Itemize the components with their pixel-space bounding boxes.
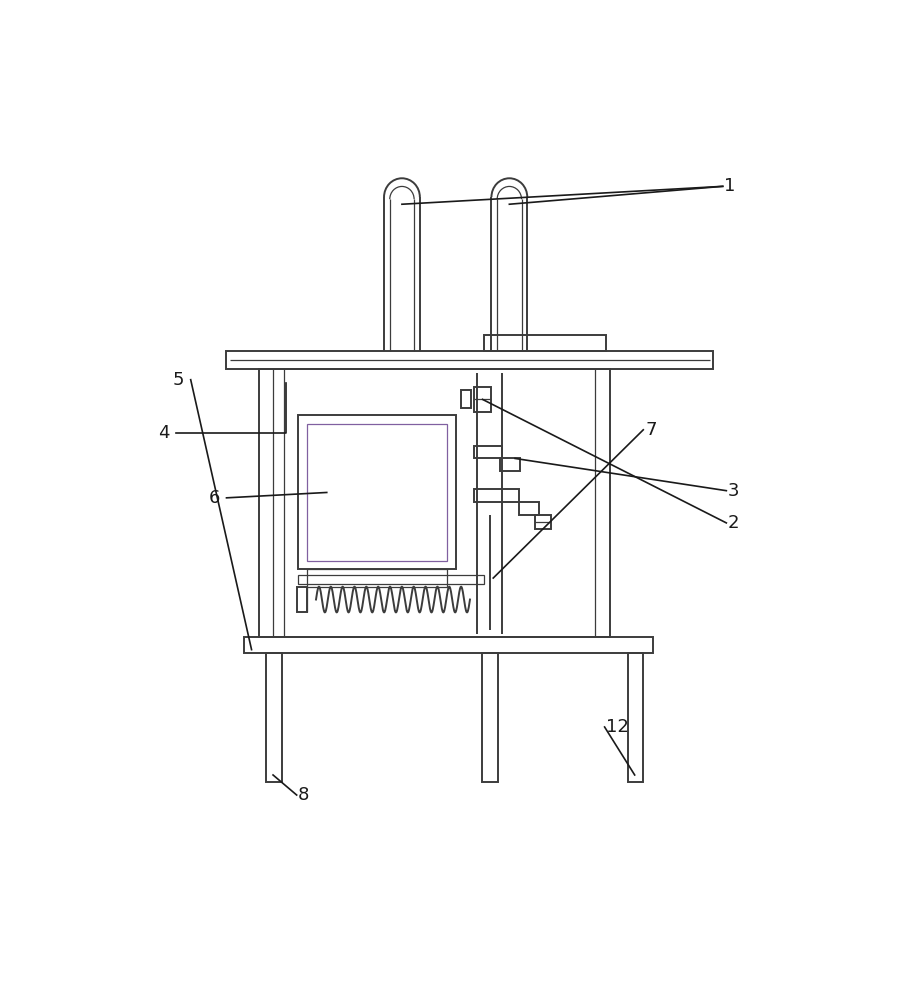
Bar [297, 587, 308, 612]
Bar [307, 424, 447, 561]
Text: 8: 8 [298, 786, 310, 804]
Text: 6: 6 [209, 489, 220, 507]
Bar [474, 489, 518, 502]
Bar [518, 502, 539, 515]
Text: 4: 4 [159, 424, 170, 442]
Bar [259, 369, 610, 637]
Bar [481, 653, 497, 782]
Text: 2: 2 [728, 514, 739, 532]
Bar [244, 637, 652, 653]
Bar [461, 390, 471, 408]
Bar [266, 653, 282, 782]
Text: 5: 5 [173, 371, 184, 389]
Text: 7: 7 [645, 421, 657, 439]
Bar [500, 458, 520, 471]
Bar [307, 569, 447, 587]
Bar [226, 351, 713, 369]
Text: 12: 12 [606, 718, 629, 736]
Bar [298, 575, 484, 584]
Text: 3: 3 [728, 482, 739, 500]
Bar [627, 653, 643, 782]
Bar [474, 387, 492, 412]
Bar [535, 515, 551, 529]
Bar [298, 415, 456, 569]
Bar [474, 446, 503, 458]
Bar [484, 335, 606, 351]
Text: 1: 1 [724, 177, 736, 195]
